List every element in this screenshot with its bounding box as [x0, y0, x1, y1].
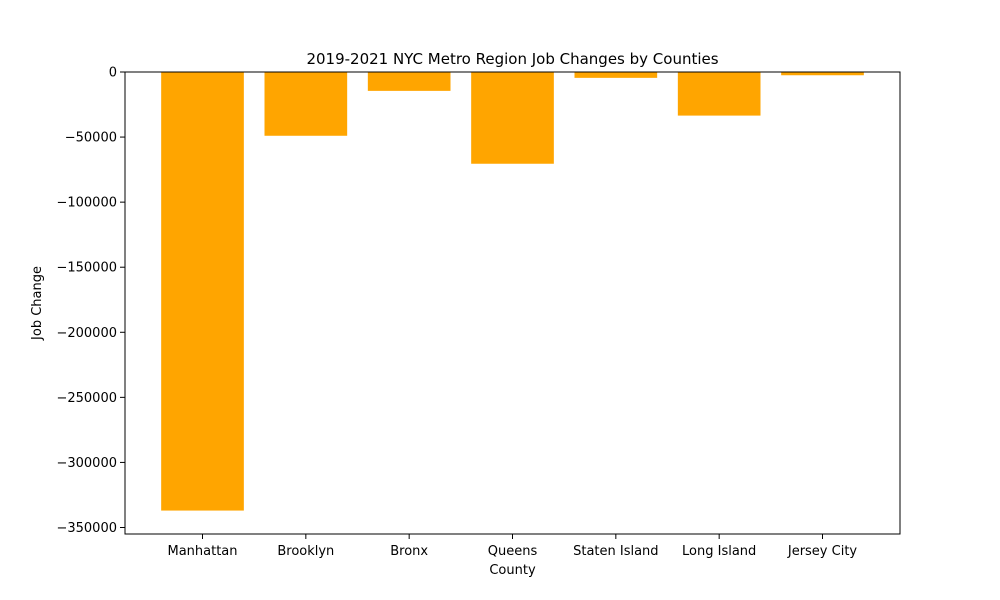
y-tick-label: 0 — [109, 66, 117, 81]
y-tick-label: −250000 — [56, 391, 117, 406]
bar-long-island — [677, 72, 761, 116]
y-tick-label: −100000 — [56, 196, 117, 211]
bar-staten-island — [574, 72, 658, 78]
x-axis-ticks: Manhattan Brooklyn Bronx Queens Staten Islan… — [167, 534, 857, 559]
y-tick-label: −300000 — [56, 456, 117, 471]
x-tick-label: Jersey City — [787, 544, 858, 559]
plot-frame — [124, 71, 901, 535]
bar-queens — [471, 72, 554, 164]
y-axis-label: Job Change — [30, 266, 45, 341]
bar-jersey-city — [781, 72, 864, 76]
y-tick-label: −150000 — [56, 261, 117, 276]
y-axis-ticks: 0 −50000 −100000 −150000 −200000 −250000 −3000… — [56, 66, 125, 536]
bar-bronx — [367, 72, 451, 91]
x-tick-label: Long Island — [682, 544, 756, 559]
x-tick-label: Staten Island — [573, 544, 658, 559]
y-tick-label: −350000 — [56, 521, 117, 536]
bar-brooklyn — [264, 72, 348, 136]
x-axis-label: County — [489, 563, 536, 578]
x-tick-label: Queens — [488, 544, 538, 559]
bar-manhattan — [161, 72, 244, 511]
bars-layer — [161, 72, 864, 511]
y-tick-label: −200000 — [56, 326, 117, 341]
x-tick-label: Bronx — [390, 544, 428, 559]
x-tick-label: Manhattan — [167, 544, 237, 559]
chart-title: 2019-2021 NYC Metro Region Job Changes b… — [306, 50, 718, 68]
x-tick-label: Brooklyn — [277, 544, 334, 559]
y-tick-label: −50000 — [65, 131, 117, 146]
